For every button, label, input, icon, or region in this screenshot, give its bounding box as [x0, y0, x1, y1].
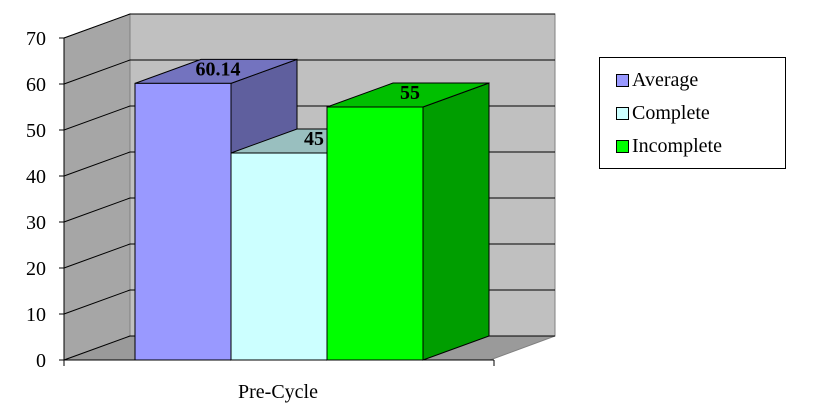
legend-swatch-complete	[616, 107, 629, 120]
legend: Average Complete Incomplete	[599, 57, 786, 169]
bar-incomplete	[326, 82, 490, 361]
data-label-average: 60.14	[196, 58, 241, 80]
legend-item-incomplete: Incomplete	[616, 130, 785, 163]
y-tick-label: 50	[26, 120, 46, 142]
y-tick-label: 0	[36, 350, 46, 372]
y-tick-label: 30	[26, 212, 46, 234]
data-labels: 60.14 45 55	[196, 58, 421, 150]
y-tick-label: 10	[26, 304, 46, 326]
bar-side	[422, 82, 490, 361]
legend-swatch-incomplete	[616, 140, 629, 153]
legend-item-average: Average	[616, 64, 785, 97]
data-label-incomplete: 55	[400, 82, 420, 104]
legend-swatch-average	[616, 74, 629, 87]
gridline	[63, 59, 555, 85]
data-label-complete: 45	[304, 128, 324, 150]
gridline	[63, 13, 555, 39]
legend-label-complete: Complete	[632, 102, 710, 124]
side-wall	[63, 13, 131, 361]
y-tick-label: 70	[26, 28, 46, 50]
y-tick-labels: 0 10 20 30 40 50 60 70	[26, 28, 46, 372]
y-tick-label: 60	[26, 74, 46, 96]
bars	[134, 58, 490, 361]
y-tick-label: 20	[26, 258, 46, 280]
y-tick-label: 40	[26, 166, 46, 188]
legend-item-complete: Complete	[616, 97, 785, 130]
legend-label-incomplete: Incomplete	[632, 135, 722, 157]
bar-front	[230, 152, 328, 361]
bar-front	[326, 106, 424, 361]
legend-label-average: Average	[632, 69, 699, 91]
bar-front	[134, 82, 232, 361]
x-category-label: Pre-Cycle	[238, 381, 318, 403]
